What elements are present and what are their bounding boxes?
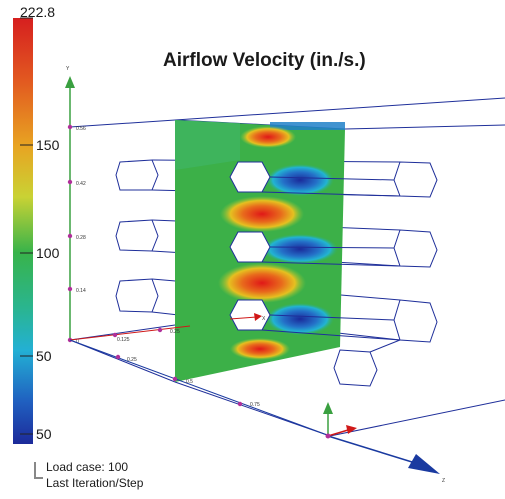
load-case-marker	[34, 462, 43, 479]
z-axis: 0.25 0.5 0.75	[69, 339, 331, 437]
x-axis-label: X	[262, 316, 266, 322]
z-tick-label: 0.25	[127, 357, 137, 363]
legend-label-min: 50	[36, 426, 52, 442]
legend-max-label: 222.8	[20, 4, 56, 20]
legend-colorbar	[13, 18, 33, 444]
x-tick-label: 0.125	[117, 337, 130, 343]
y-tick-label: 0.28	[76, 235, 86, 241]
y-axis: Y 0.56 0.42 0.28 0.14 0	[65, 66, 86, 345]
orientation-triad: Z	[323, 402, 445, 484]
velocity-cut-plane	[175, 120, 345, 382]
y-tick-label: 0.42	[76, 181, 86, 187]
y-tick-label: 0.56	[76, 126, 86, 132]
x-tick-label: 0.25	[170, 329, 180, 335]
legend-label-150: 150	[36, 137, 60, 153]
plot-title: Airflow Velocity (in./s.)	[163, 50, 366, 71]
x-axis: 0.125 0.25 X	[69, 313, 266, 343]
duct-front-edges	[261, 176, 401, 341]
z-tick-label: 0.75	[250, 402, 260, 408]
y-tick-label: 0.14	[76, 288, 86, 294]
z-tick-label: 0.5	[186, 379, 193, 385]
z-axis-label: Z	[442, 478, 445, 484]
legend-label-50: 50	[36, 348, 52, 364]
y-axis-label: Y	[66, 66, 70, 72]
legend-label-100: 100	[36, 245, 60, 261]
iteration-text: Last Iteration/Step	[46, 476, 144, 490]
y-tick-label: 0	[76, 339, 79, 345]
load-case-text: Load case: 100	[46, 460, 129, 474]
